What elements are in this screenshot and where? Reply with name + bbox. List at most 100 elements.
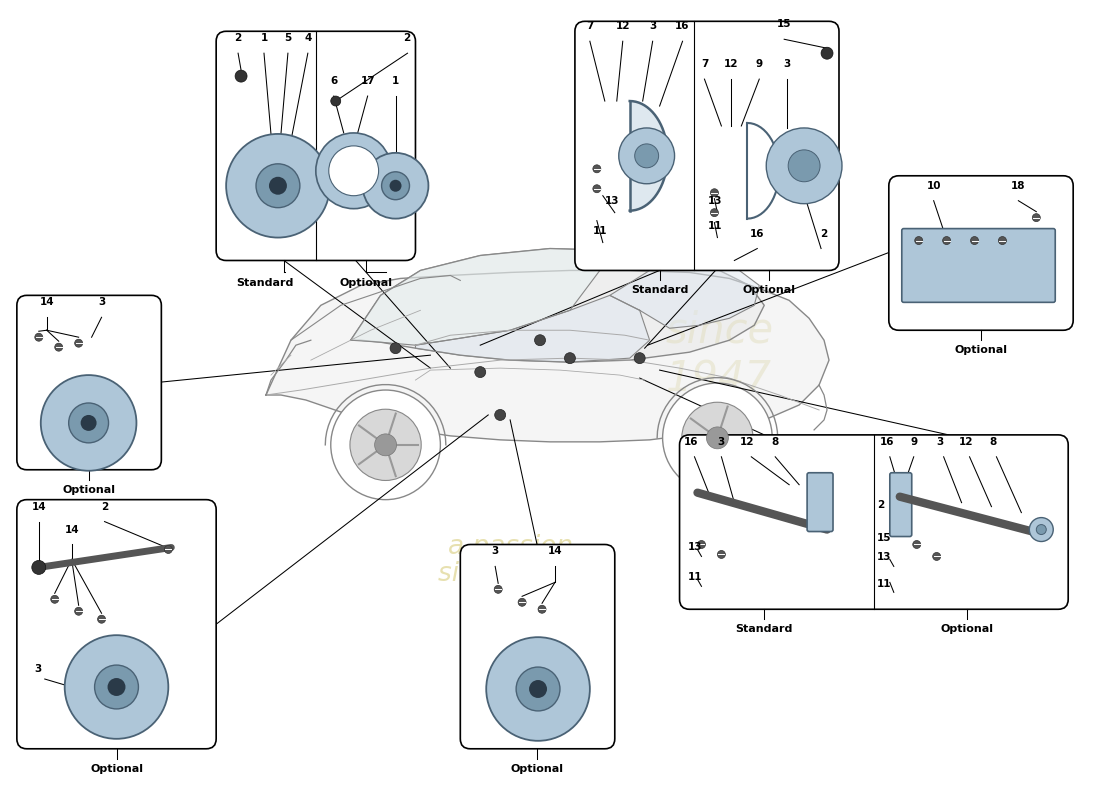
FancyBboxPatch shape bbox=[680, 435, 1068, 610]
Circle shape bbox=[227, 134, 330, 238]
Circle shape bbox=[662, 383, 772, 493]
Text: 3: 3 bbox=[783, 59, 791, 69]
Circle shape bbox=[235, 70, 248, 82]
FancyBboxPatch shape bbox=[902, 229, 1055, 302]
Polygon shape bbox=[416, 295, 650, 362]
Circle shape bbox=[494, 586, 503, 594]
Circle shape bbox=[635, 353, 646, 364]
Circle shape bbox=[389, 180, 402, 192]
Circle shape bbox=[68, 403, 109, 443]
Text: since
1947: since 1947 bbox=[666, 310, 773, 401]
Circle shape bbox=[382, 172, 409, 200]
Text: 2: 2 bbox=[234, 34, 242, 43]
Text: 2: 2 bbox=[821, 229, 827, 238]
Text: 2: 2 bbox=[404, 34, 410, 43]
Text: 9: 9 bbox=[910, 437, 917, 447]
Circle shape bbox=[682, 402, 754, 474]
FancyBboxPatch shape bbox=[890, 473, 912, 537]
Text: 11: 11 bbox=[877, 579, 891, 590]
Text: 7: 7 bbox=[586, 22, 594, 31]
Circle shape bbox=[717, 550, 725, 558]
Text: 16: 16 bbox=[684, 437, 699, 447]
Polygon shape bbox=[609, 262, 759, 328]
Circle shape bbox=[256, 164, 300, 208]
Circle shape bbox=[789, 150, 821, 182]
Circle shape bbox=[999, 237, 1007, 245]
Circle shape bbox=[913, 541, 921, 549]
Circle shape bbox=[108, 678, 125, 696]
Circle shape bbox=[80, 415, 97, 431]
Text: 16: 16 bbox=[675, 22, 690, 31]
Circle shape bbox=[475, 366, 486, 378]
Circle shape bbox=[41, 375, 136, 470]
Text: 8: 8 bbox=[990, 437, 997, 447]
Text: 11: 11 bbox=[593, 226, 607, 235]
Text: since 1947: since 1947 bbox=[438, 562, 582, 587]
Text: 15: 15 bbox=[877, 533, 891, 542]
Polygon shape bbox=[266, 270, 829, 442]
Circle shape bbox=[51, 595, 58, 603]
Text: 8: 8 bbox=[771, 437, 779, 447]
Text: 14: 14 bbox=[65, 525, 79, 534]
Text: 4: 4 bbox=[305, 34, 311, 43]
Circle shape bbox=[943, 237, 950, 245]
Text: 6: 6 bbox=[330, 76, 338, 86]
Text: 12: 12 bbox=[616, 22, 630, 31]
Circle shape bbox=[635, 144, 659, 168]
Circle shape bbox=[1032, 214, 1041, 222]
Circle shape bbox=[535, 334, 546, 346]
Circle shape bbox=[529, 680, 547, 698]
FancyBboxPatch shape bbox=[16, 500, 217, 749]
Circle shape bbox=[164, 546, 173, 554]
Text: 13: 13 bbox=[707, 196, 722, 206]
Polygon shape bbox=[629, 101, 668, 210]
Circle shape bbox=[329, 146, 378, 196]
Circle shape bbox=[32, 561, 46, 574]
Circle shape bbox=[821, 47, 833, 59]
Text: Optional: Optional bbox=[62, 485, 116, 494]
FancyBboxPatch shape bbox=[217, 31, 416, 261]
FancyBboxPatch shape bbox=[16, 295, 162, 470]
Text: Optional: Optional bbox=[339, 278, 392, 289]
Text: 11: 11 bbox=[707, 221, 722, 230]
Text: 3: 3 bbox=[718, 437, 725, 447]
Circle shape bbox=[35, 334, 43, 342]
Circle shape bbox=[486, 637, 590, 741]
Circle shape bbox=[55, 343, 63, 351]
Text: 3: 3 bbox=[649, 22, 657, 31]
Text: 10: 10 bbox=[926, 181, 940, 190]
Circle shape bbox=[711, 189, 718, 197]
FancyBboxPatch shape bbox=[460, 545, 615, 749]
Circle shape bbox=[350, 410, 421, 481]
Text: 12: 12 bbox=[740, 437, 755, 447]
Text: Standard: Standard bbox=[736, 624, 793, 634]
Circle shape bbox=[970, 237, 979, 245]
Text: 16: 16 bbox=[750, 229, 764, 238]
Text: Optional: Optional bbox=[90, 764, 143, 774]
FancyBboxPatch shape bbox=[807, 473, 833, 531]
FancyBboxPatch shape bbox=[889, 176, 1074, 330]
Text: Optional: Optional bbox=[742, 286, 795, 295]
Text: Optional: Optional bbox=[940, 624, 993, 634]
Text: a passion: a passion bbox=[448, 534, 573, 561]
Circle shape bbox=[98, 615, 106, 623]
Circle shape bbox=[375, 434, 396, 456]
Circle shape bbox=[75, 607, 82, 615]
Circle shape bbox=[75, 339, 82, 347]
Text: 14: 14 bbox=[40, 298, 54, 307]
Text: 3: 3 bbox=[35, 664, 42, 674]
Text: 13: 13 bbox=[877, 553, 891, 562]
Circle shape bbox=[915, 237, 923, 245]
Text: 3: 3 bbox=[98, 298, 106, 307]
Text: 9: 9 bbox=[756, 59, 762, 69]
Circle shape bbox=[767, 128, 842, 204]
Circle shape bbox=[316, 133, 392, 209]
Text: 14: 14 bbox=[548, 546, 562, 557]
Text: 15: 15 bbox=[777, 19, 791, 30]
Text: 12: 12 bbox=[959, 437, 974, 447]
Circle shape bbox=[270, 177, 287, 194]
Text: 5: 5 bbox=[284, 34, 292, 43]
Circle shape bbox=[363, 153, 428, 218]
Circle shape bbox=[331, 96, 341, 106]
Text: 11: 11 bbox=[688, 572, 702, 582]
